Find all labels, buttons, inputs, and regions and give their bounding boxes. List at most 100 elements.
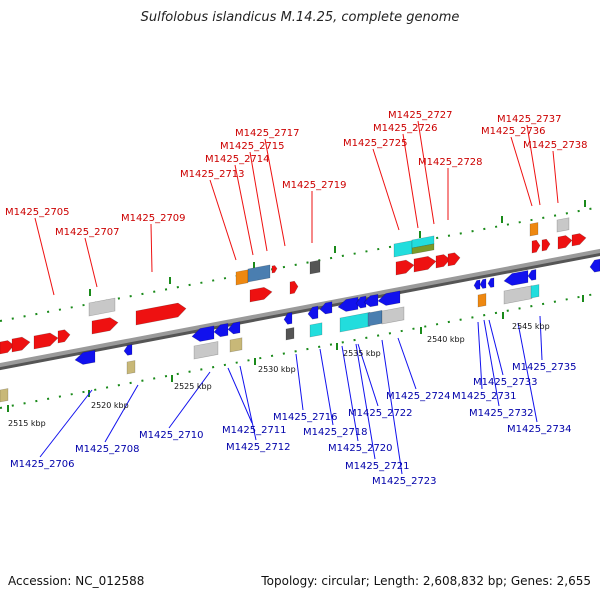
leader-reverse-0 [39, 389, 93, 458]
gene-feature-32 [227, 321, 241, 335]
gene-feature-42 [363, 293, 379, 308]
gene-feature-23 [529, 222, 539, 237]
leader-reverse-14 [488, 319, 504, 376]
tick-label: 2545 kbp [512, 322, 550, 331]
leader-reverse-4 [239, 365, 257, 441]
gene-label-forward: M1425_2707 [55, 227, 120, 238]
gene-feature-39 [319, 301, 333, 315]
gene-feature-9 [247, 264, 271, 283]
gene-label-reverse: M1425_2711 [222, 425, 287, 436]
gene-feature-27 [74, 349, 96, 365]
gene-label-forward: M1425_2713 [180, 169, 245, 180]
leader-reverse-8 [355, 343, 376, 460]
gene-label-forward: M1425_2709 [121, 213, 186, 224]
leader-forward-2 [150, 223, 153, 273]
leader-reverse-1 [104, 384, 139, 443]
gene-feature-35 [283, 312, 293, 325]
gene-feature-2 [33, 332, 59, 350]
gene-feature-34 [229, 337, 243, 353]
leader-reverse-9 [357, 343, 379, 407]
tick-marks [7, 200, 586, 412]
backbone [0, 248, 600, 368]
gene-feature-7 [289, 280, 299, 295]
gene-label-forward: M1425_2715 [220, 141, 285, 152]
gene-feature-15 [447, 252, 461, 267]
gene-label-forward: M1425_2714 [205, 154, 270, 165]
gene-feature-44 [339, 311, 371, 333]
leader-forward-10 [417, 120, 435, 225]
summary-text: Topology: circular; Length: 2,608,832 bp… [261, 574, 591, 588]
leader-forward-9 [402, 133, 419, 229]
gene-feature-28 [123, 344, 133, 356]
leader-reverse-2 [168, 371, 211, 429]
gene-feature-37 [307, 305, 319, 320]
gene-feature-48 [479, 278, 487, 289]
gene-label-forward: M1425_2737 [497, 114, 562, 125]
gene-features [0, 217, 600, 403]
gene-feature-50 [503, 270, 529, 286]
tick-label: 2520 kbp [91, 401, 129, 410]
gene-feature-33 [193, 341, 219, 360]
gene-label-reverse: M1425_2706 [10, 459, 75, 470]
gene-feature-22 [571, 233, 587, 247]
gene-label-forward: M1425_2719 [282, 180, 347, 191]
gene-feature-38 [309, 322, 323, 338]
gene-label-reverse: M1425_2722 [348, 408, 413, 419]
gene-feature-24 [556, 217, 570, 233]
gene-feature-16 [393, 240, 413, 258]
gene-feature-11 [309, 259, 321, 275]
gene-feature-53 [503, 285, 533, 305]
gene-feature-49 [487, 277, 495, 288]
map-title: Sulfolobus islandicus M.14.25, complete … [140, 10, 460, 25]
gene-feature-54 [530, 284, 540, 299]
gene-feature-21 [557, 235, 573, 250]
gene-feature-8 [235, 269, 249, 286]
leader-forward-6 [264, 138, 286, 247]
leader-reverse-7 [341, 345, 359, 442]
leader-forward-14 [552, 150, 559, 204]
gene-label-reverse: M1425_2710 [139, 430, 204, 441]
gene-label-reverse: M1425_2731 [452, 391, 517, 402]
leader-reverse-13 [483, 319, 500, 407]
gene-feature-52 [477, 293, 487, 308]
gene-feature-55 [589, 258, 600, 273]
gene-feature-47 [473, 279, 481, 290]
gene-label-forward: M1425_2726 [373, 123, 438, 134]
gene-feature-51 [527, 269, 537, 281]
leader-forward-3 [209, 179, 237, 261]
gene-feature-41 [355, 295, 367, 309]
gene-feature-45 [367, 309, 383, 327]
leader-forward-13 [526, 124, 541, 206]
leader-forward-4 [234, 164, 254, 256]
gene-feature-25 [88, 297, 116, 317]
gene-label-reverse: M1425_2724 [386, 391, 451, 402]
leader-forward-8 [372, 148, 400, 231]
gene-feature-26 [0, 388, 9, 403]
leader-forward-12 [510, 136, 533, 207]
leader-forward-0 [34, 217, 55, 296]
gene-label-reverse: M1425_2720 [328, 443, 393, 454]
gene-label-reverse: M1425_2723 [372, 476, 437, 487]
gene-feature-0 [0, 340, 15, 355]
gene-label-forward: M1425_2728 [418, 157, 483, 168]
leader-reverse-5 [295, 353, 304, 411]
gene-label-reverse: M1425_2716 [273, 412, 338, 423]
gene-label-forward: M1425_2725 [343, 138, 408, 149]
gene-feature-29 [126, 360, 136, 375]
gene-feature-12 [395, 259, 415, 276]
gene-feature-10 [271, 265, 278, 274]
tick-labels: 2515 kbp 2520 kbp 2525 kbp 2530 kbp 2535 kbp… [8, 322, 550, 428]
gene-feature-13 [413, 256, 437, 273]
gene-feature-36 [285, 327, 295, 341]
gene-label-forward: M1425_2736 [481, 126, 546, 137]
gene-feature-19 [531, 239, 541, 254]
leader-reverse-10 [381, 339, 403, 475]
gene-label-forward: M1425_2727 [388, 110, 453, 121]
leader-reverse-6 [319, 348, 334, 426]
gene-label-reverse: M1425_2735 [512, 362, 577, 373]
accession-text: Accession: NC_012588 [8, 574, 145, 588]
leader-reverse-16 [539, 315, 543, 361]
tick-label: 2540 kbp [427, 335, 465, 344]
